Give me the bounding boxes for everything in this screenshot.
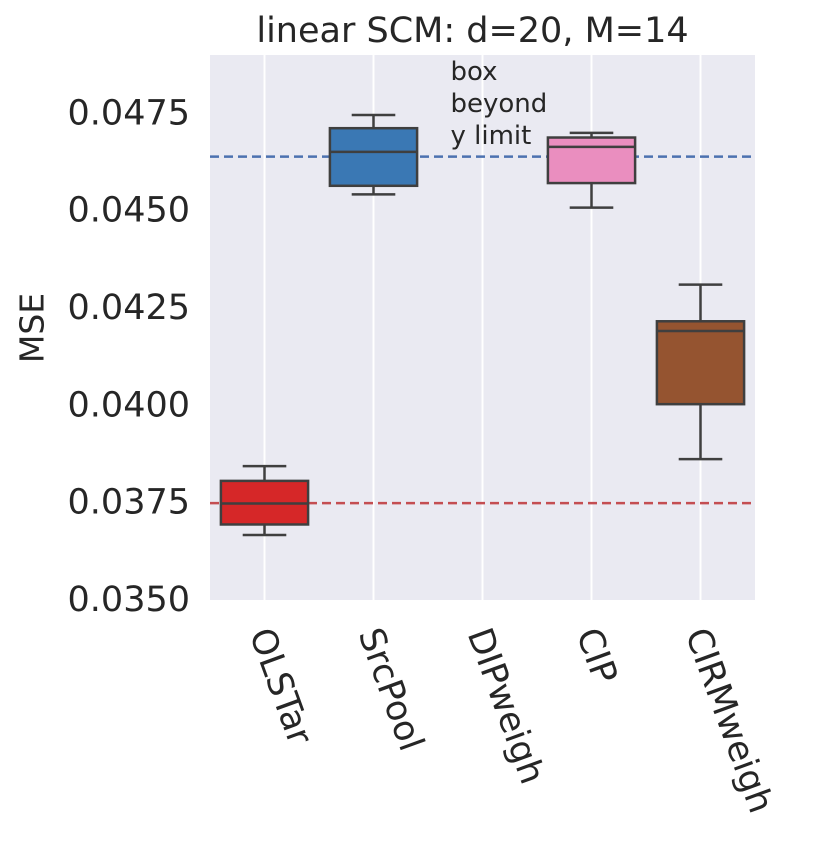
x-tick-label: CIRMweigh [677,623,781,819]
x-tick-label: SrcPool [350,623,431,756]
box-layer [219,113,746,537]
x-tick-label: OLSTar [241,623,320,751]
annotation-line: beyond [451,89,548,119]
y-tick-label: 0.0450 [68,191,190,231]
box-cip [546,131,637,209]
y-tick-labels: 0.0350 0.0375 0.0400 0.0425 0.0450 0.0475 [68,93,190,620]
box-olstar [219,464,310,537]
box-cirmweigh [655,283,746,461]
box-body [546,136,637,185]
y-tick-label: 0.0425 [68,288,190,328]
box-srcpool [328,113,419,196]
annotation-line: box [451,57,498,87]
y-tick-label: 0.0375 [68,483,190,523]
x-tick-label: CIP [568,623,625,689]
box-body [655,320,746,406]
y-tick-label: 0.0350 [68,580,190,620]
annotation-line: y limit [451,121,532,151]
y-axis-label: MSE [13,293,52,363]
chart-title: linear SCM: d=20, M=14 [256,11,688,51]
box-body [328,126,419,188]
x-tick-labels: OLSTar SrcPool DIPweigh CIP CIRMweigh [241,623,781,819]
y-tick-label: 0.0400 [68,385,190,425]
y-tick-label: 0.0475 [68,93,190,133]
x-tick-label: DIPweigh [459,623,552,790]
